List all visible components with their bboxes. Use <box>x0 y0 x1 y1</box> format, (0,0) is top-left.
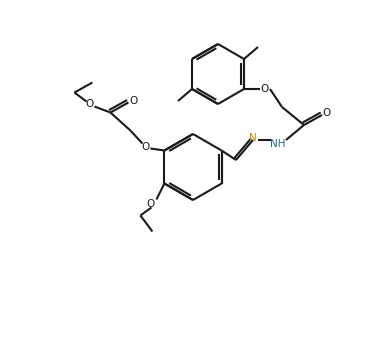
Text: O: O <box>141 141 150 152</box>
Text: O: O <box>129 95 138 105</box>
Text: O: O <box>85 99 93 108</box>
Text: O: O <box>323 108 331 118</box>
Text: O: O <box>146 198 154 208</box>
Text: NH: NH <box>270 139 286 149</box>
Text: N: N <box>249 133 257 143</box>
Text: O: O <box>261 84 269 94</box>
